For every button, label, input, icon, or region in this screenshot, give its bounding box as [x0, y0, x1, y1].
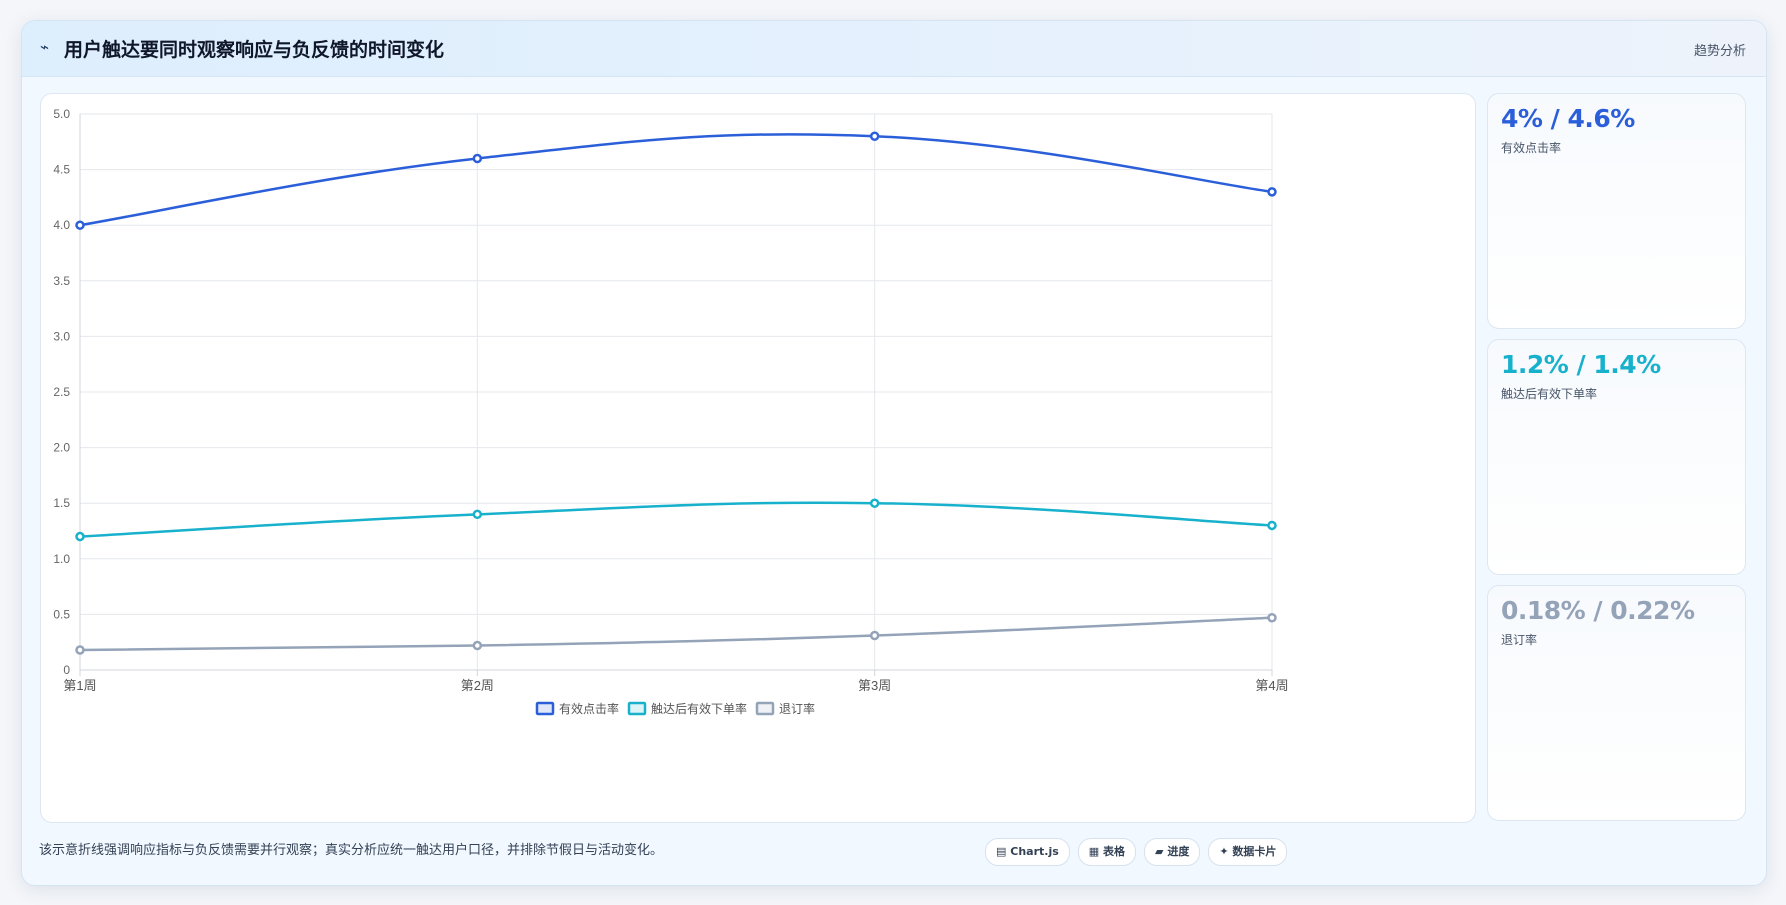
pill-progress[interactable]: ▰ 进度 — [1144, 838, 1201, 866]
table-icon: ▦ — [1088, 845, 1100, 858]
x-tick-label: 第1周 — [63, 678, 96, 693]
legend-label: 触达后有效下单率 — [651, 701, 747, 716]
series-line — [79, 133, 1273, 227]
legend-swatch — [535, 701, 555, 716]
stat-value: 0.18% / 0.22% — [1501, 596, 1695, 625]
analysis-type-tag: 趋势分析 — [1693, 44, 1746, 59]
y-tick-label: 4.0 — [53, 218, 70, 232]
tech-tags: ▤ Chart.js ▦ 表格 ▰ 进度 ✦ 数据卡片 — [985, 838, 1288, 866]
series-line — [79, 616, 1273, 652]
y-tick-label: 0 — [63, 663, 70, 677]
pill-chartjs[interactable]: ▤ Chart.js — [985, 838, 1070, 866]
stat-label: 有效点击率 — [1501, 141, 1562, 155]
pill-label: 进度 — [1167, 845, 1190, 858]
line-chart-panel: 0 0.5 1.0 1.5 2.0 2.5 3.0 3.5 4.0 4.5 5.0 第1周 第2周 第3周… — [40, 93, 1476, 823]
stat-value: 4% / 4.6% — [1501, 104, 1635, 133]
stat-card-unsubscribe-rate: 0.18% / 0.22% 退订率 — [1487, 585, 1746, 821]
page-title: 用户触达要同时观察响应与负反馈的时间变化 — [64, 39, 445, 61]
line-chart: 0 0.5 1.0 1.5 2.0 2.5 3.0 3.5 4.0 4.5 5.0 第1周 第2周 第3周… — [53, 107, 1288, 716]
pill-label: 表格 — [1103, 845, 1126, 858]
stat-label: 退订率 — [1501, 633, 1538, 647]
legend-swatch — [627, 701, 647, 716]
series-line — [79, 501, 1273, 538]
data-point — [869, 630, 880, 641]
data-point — [1267, 520, 1277, 531]
data-point — [472, 640, 483, 651]
y-tick-label: 1.5 — [53, 496, 70, 510]
data-point — [75, 220, 85, 230]
y-tick-label: 1.0 — [53, 552, 70, 566]
chart-footnote: 该示意折线强调响应指标与负反馈需要并行观察；真实分析应统一触达用户口径，并排除节… — [39, 843, 664, 858]
legend-label: 退订率 — [779, 701, 815, 716]
data-card-icon: ✦ — [1219, 845, 1229, 858]
data-point — [1267, 187, 1277, 197]
data-point — [472, 153, 483, 164]
chartjs-icon: ▤ — [996, 845, 1007, 858]
stat-value: 1.2% / 1.4% — [1501, 350, 1661, 379]
y-tick-label: 0.5 — [53, 607, 70, 621]
y-tick-label: 3.5 — [53, 274, 70, 288]
x-tick-label: 第4周 — [1255, 678, 1288, 693]
x-tick-label: 第2周 — [461, 678, 494, 693]
y-tick-label: 2.0 — [53, 441, 70, 455]
data-point — [472, 509, 483, 520]
y-tick-label: 3.0 — [53, 329, 70, 343]
y-tick-label: 2.5 — [53, 385, 70, 399]
data-point — [869, 131, 880, 141]
x-tick-label: 第3周 — [858, 678, 891, 693]
pill-label: 数据卡片 — [1232, 845, 1277, 858]
progress-icon: ▰ — [1155, 845, 1164, 858]
data-point — [75, 645, 85, 655]
y-tick-label: 5.0 — [53, 107, 70, 121]
trend-line-icon: ⌁ — [40, 38, 50, 56]
stat-card-order-rate: 1.2% / 1.4% 触达后有效下单率 — [1487, 339, 1746, 575]
chart-card: ⌁ 用户触达要同时观察响应与负反馈的时间变化 趋势分析 0 0.5 1.0 1.5 2.… — [21, 20, 1767, 886]
pill-label: Chart.js — [1010, 845, 1059, 858]
data-point — [1267, 612, 1277, 623]
pill-data-card[interactable]: ✦ 数据卡片 — [1208, 838, 1288, 866]
y-tick-label: 4.5 — [53, 163, 70, 177]
card-header: ⌁ 用户触达要同时观察响应与负反馈的时间变化 趋势分析 — [22, 21, 1766, 77]
data-point — [75, 531, 85, 542]
stat-label: 触达后有效下单率 — [1501, 387, 1598, 401]
pill-table[interactable]: ▦ 表格 — [1077, 838, 1137, 866]
data-point — [869, 498, 880, 508]
legend-label: 有效点击率 — [559, 701, 619, 716]
stat-card-click-rate: 4% / 4.6% 有效点击率 — [1487, 93, 1746, 329]
legend-swatch — [755, 701, 775, 716]
